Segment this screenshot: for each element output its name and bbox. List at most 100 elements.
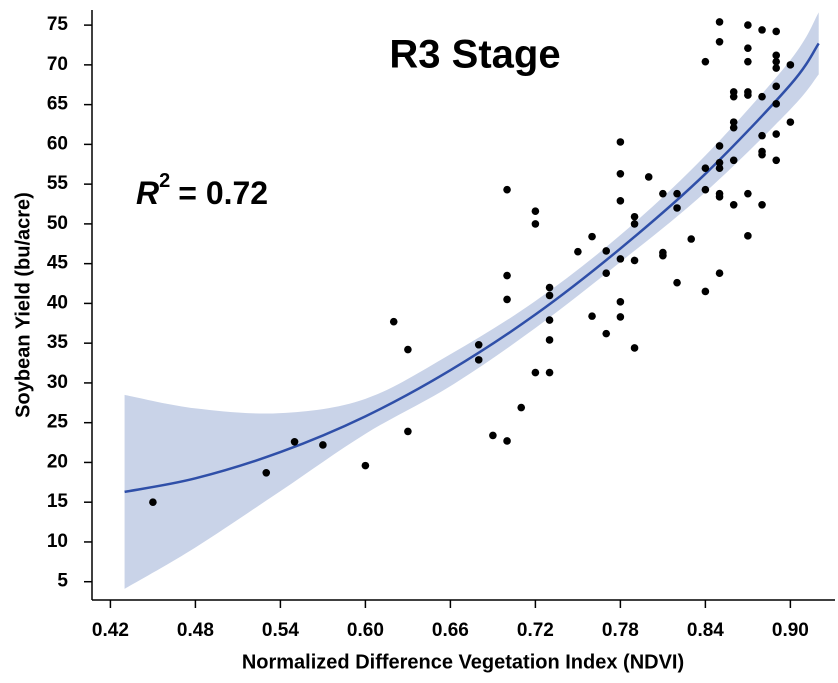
y-tick-label: 5 [57, 571, 68, 592]
r-superscript: 2 [159, 170, 170, 192]
data-point [729, 123, 738, 132]
data-point [489, 431, 497, 440]
data-point [715, 164, 724, 173]
data-point [404, 427, 412, 436]
data-point [630, 256, 639, 265]
x-tick-label: 0.90 [772, 620, 809, 641]
data-point [319, 441, 327, 449]
y-tick-label: 20 [47, 451, 68, 472]
data-point [772, 156, 781, 165]
data-point [545, 368, 554, 377]
data-point [503, 271, 511, 280]
data-point [602, 247, 611, 255]
confidence-band [124, 12, 819, 589]
data-point [290, 437, 299, 446]
y-tick-label: 15 [47, 491, 69, 512]
y-tick-label: 25 [47, 412, 69, 433]
r-symbol: R [136, 175, 159, 211]
data-point [503, 185, 511, 194]
data-point [588, 312, 596, 320]
data-point [545, 283, 554, 292]
x-tick-label: 0.42 [92, 620, 129, 641]
data-point [616, 170, 625, 178]
data-point [729, 118, 738, 126]
x-tick-label: 0.54 [262, 620, 299, 641]
fit-line [124, 42, 820, 494]
x-tick-label: 0.48 [177, 620, 214, 641]
data-point [616, 255, 625, 263]
data-point [701, 164, 710, 173]
data-point [531, 207, 540, 215]
data-point [744, 88, 752, 96]
y-tick-label: 30 [47, 372, 68, 393]
y-tick-label: 75 [47, 14, 69, 35]
data-point [630, 220, 639, 228]
data-point [361, 461, 370, 470]
data-point [602, 269, 611, 277]
data-point [503, 295, 511, 304]
data-point [616, 313, 625, 321]
data-point [715, 158, 724, 167]
r-value: = 0.72 [178, 175, 268, 211]
data-point [616, 197, 625, 205]
x-tick-label: 0.66 [432, 620, 469, 641]
data-point [545, 291, 554, 300]
data-point [149, 498, 157, 506]
r-squared: R2 = 0.72 [136, 170, 268, 211]
data-point [758, 92, 766, 101]
data-point [389, 317, 398, 326]
data-point [786, 118, 795, 126]
data-point [531, 220, 540, 228]
x-tick-label: 0.60 [347, 620, 384, 641]
data-point [758, 26, 766, 34]
data-point [758, 201, 766, 209]
data-point [545, 316, 554, 324]
y-tick-label: 55 [47, 173, 69, 194]
data-point [701, 287, 710, 296]
y-tick-label: 10 [47, 531, 68, 552]
y-tick-label: 45 [47, 253, 69, 274]
data-point [616, 138, 625, 146]
data-point [772, 100, 781, 108]
data-point [772, 27, 781, 36]
data-point [744, 21, 752, 29]
data-point [673, 204, 681, 212]
data-point [758, 131, 766, 140]
data-point [772, 64, 781, 72]
data-point [574, 247, 582, 256]
plot-area [124, 12, 820, 589]
y-tick-label: 70 [47, 54, 68, 75]
data-point [744, 232, 752, 240]
data-point [701, 57, 710, 66]
y-tick-label: 35 [47, 332, 69, 353]
y-tick-label: 60 [47, 133, 68, 154]
data-point [687, 235, 696, 243]
data-point [772, 51, 781, 60]
data-point [659, 189, 667, 198]
data-point [715, 189, 724, 198]
data-point [715, 269, 724, 277]
data-point [616, 298, 625, 306]
data-point [531, 368, 540, 377]
y-tick-label: 50 [47, 213, 68, 234]
data-point [630, 344, 639, 352]
data-point [758, 147, 766, 156]
data-point [262, 468, 271, 477]
data-point [644, 173, 653, 181]
data-point [772, 57, 781, 66]
data-point [602, 329, 611, 338]
data-point [772, 130, 781, 138]
data-point [659, 248, 667, 257]
x-tick-label: 0.84 [687, 620, 724, 641]
chart-title: R3 Stage [389, 33, 560, 77]
data-point [744, 44, 752, 52]
data-point [630, 212, 639, 221]
data-point [744, 189, 752, 198]
data-point [715, 142, 724, 150]
data-point [729, 88, 738, 96]
data-point [503, 437, 511, 445]
data-point [404, 345, 412, 354]
x-tick-label: 0.72 [517, 620, 554, 641]
x-axis-title: Normalized Difference Vegetation Index (… [242, 651, 684, 673]
